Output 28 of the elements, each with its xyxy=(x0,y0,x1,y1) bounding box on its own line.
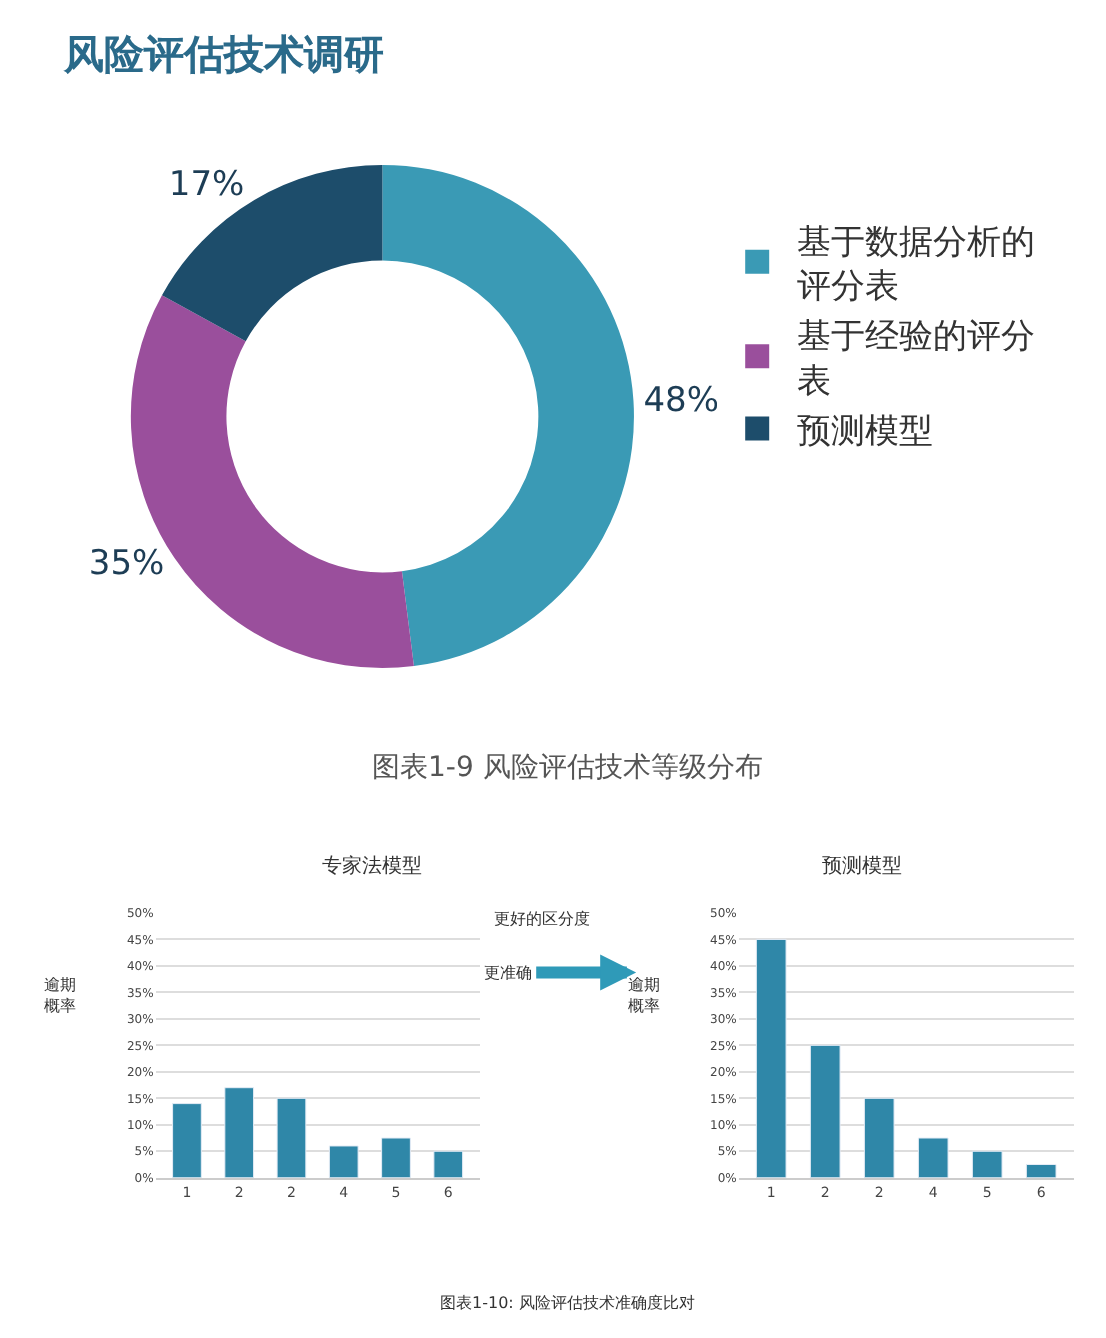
bar xyxy=(328,1145,359,1178)
text: 图表1-10: 风险评估技术准确度比对 xyxy=(440,1294,695,1312)
data-label: 17% xyxy=(168,165,245,206)
chart-title: 专家法模型 xyxy=(322,854,422,878)
bar xyxy=(381,1137,411,1178)
chart-title: 预测模型 xyxy=(822,854,902,878)
bar xyxy=(809,1044,841,1178)
text: 图表1-9 风险评估技术等级分布 xyxy=(372,752,763,784)
bar xyxy=(917,1137,949,1178)
data-label: 48% xyxy=(643,380,720,421)
text: 更准确 xyxy=(484,964,532,982)
text: 更好的区分度 xyxy=(494,910,590,928)
bar xyxy=(863,1097,895,1178)
bar xyxy=(755,938,787,1178)
y-axis-title: 逾期概率 xyxy=(628,976,660,1015)
bar xyxy=(224,1087,255,1178)
legend-label: 预测模型 xyxy=(797,411,934,452)
donut-slice xyxy=(382,164,634,667)
chart-title: 风险评估技术调研 xyxy=(62,30,384,78)
bar xyxy=(1025,1164,1057,1178)
y-axis-title: 逾期概率 xyxy=(44,976,76,1015)
legend-label: 基于数据分析的评分表 xyxy=(797,222,1036,308)
legend-label: 基于经验的评分表 xyxy=(797,317,1036,402)
bar xyxy=(433,1150,464,1178)
bar xyxy=(971,1150,1003,1178)
bar xyxy=(276,1097,307,1178)
donut-slice xyxy=(161,164,383,342)
bar xyxy=(172,1103,202,1178)
